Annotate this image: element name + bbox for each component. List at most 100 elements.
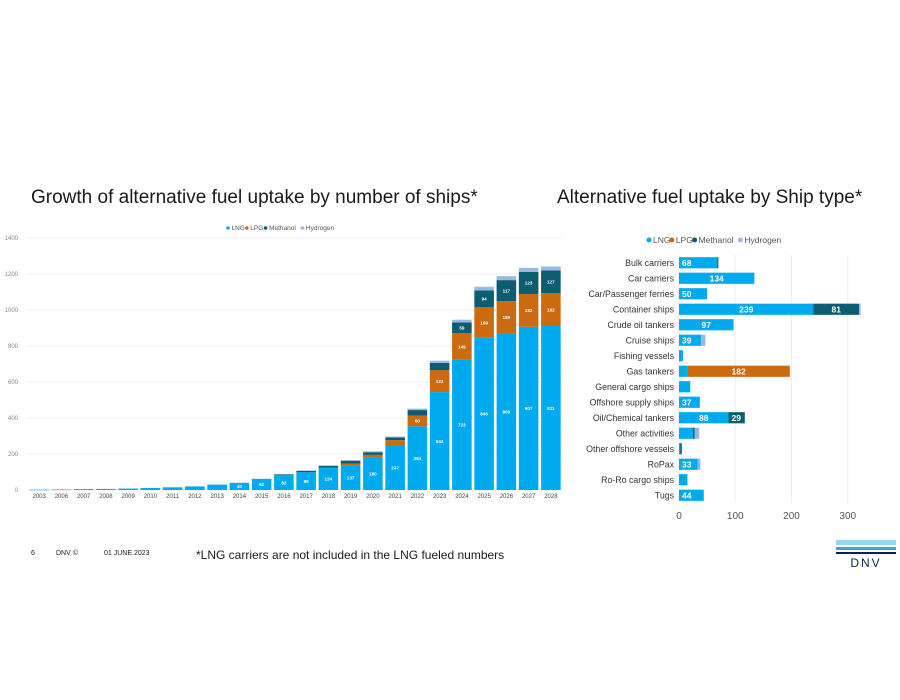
logo-stripe-mid (836, 547, 896, 550)
logo-stripe-dark (836, 552, 896, 554)
category-label-other-activities: Other activities (616, 428, 675, 438)
category-label-gas-tankers: Gas tankers (627, 366, 675, 376)
data-label-lpg-2027: 182 (525, 308, 533, 313)
category-label-tugs: Tugs (655, 490, 675, 500)
bar-lng-ro-ro-cargo-ships (679, 474, 688, 486)
category-label-bulk-carriers: Bulk carriers (625, 258, 674, 268)
bar-methanol-2025 (474, 290, 494, 308)
x-tick-label-2028: 2028 (544, 494, 558, 500)
bar-methanol-bulk-carriers (717, 257, 719, 269)
fuel-growth-chart: 0 200 400 600 800 1000 1200 1400 LNG LPG Methanol H… (5, 225, 562, 500)
bar-hydrogen-other-activities (694, 427, 700, 439)
data-label-lng-2015: 62 (259, 482, 265, 487)
legend-marker-methanol (263, 226, 268, 230)
bar-lng-2019 (340, 465, 361, 490)
y-tick-label-1200: 1200 (5, 272, 19, 278)
data-label-lng-2014: 40 (237, 484, 243, 489)
logo-text: DNV (850, 556, 882, 570)
bar-hydrogen-2027 (518, 267, 539, 272)
page-number: 6 (31, 550, 35, 557)
legend-label-methanol: Methanol (269, 225, 296, 232)
data-label-lng-2017: 99 (304, 479, 310, 484)
bar-hydrogen-2016 (274, 473, 294, 475)
bar-methanol-2021 (385, 437, 405, 441)
x-tick-label-2011: 2011 (166, 494, 180, 500)
data-label-lng-2019: 137 (347, 475, 355, 480)
data-label-methanol-2026: 117 (503, 288, 511, 293)
bar-lng-2025 (474, 337, 494, 490)
category-label-oil-chemical-tankers: Oil/Chemical tankers (593, 413, 675, 423)
bar-lng-2022 (407, 426, 428, 490)
bar-methanol-2017 (296, 470, 316, 473)
y-tick-label-400: 400 (8, 416, 19, 422)
data-label-lng-2018: 124 (325, 477, 333, 482)
category-label-car-carriers: Car carriers (628, 273, 675, 283)
data-label-lng-offshore-supply-ships: 37 (682, 397, 692, 407)
bar-lng-2021 (385, 445, 405, 490)
data-label-lng-car-carriers: 134 (710, 273, 724, 283)
bar-hydrogen-2028 (541, 266, 561, 271)
data-label-lng-crude-oil-tankers: 97 (702, 320, 712, 330)
legend-marker-lng (226, 226, 230, 230)
legend-label-hydrogen: Hydrogen (306, 225, 335, 232)
legend-label-lng: LNG (653, 235, 670, 245)
bar-lng-2020 (363, 457, 383, 490)
bar-lpg-2028 (541, 293, 561, 327)
data-label-lng-container-ships: 239 (739, 304, 753, 314)
x-tick-label-2012: 2012 (188, 494, 202, 500)
bar-methanol-2020 (363, 452, 383, 455)
bar-lng-tugs (679, 489, 704, 501)
legend-label-lng: LNG (232, 225, 245, 232)
x-tick-label-2020: 2020 (366, 494, 380, 500)
x-tick-label-2015: 2015 (255, 494, 269, 500)
footer-date: 01 JUNE 2023 (104, 550, 150, 557)
bar-lpg-gas-tankers (687, 365, 790, 377)
bar-lng-gas-tankers (679, 365, 688, 377)
bar-lng-2003 (29, 489, 49, 491)
legend-label-methanol: Methanol (699, 235, 734, 245)
bar-hydrogen-ropax (697, 458, 701, 470)
x-tick-label-2021: 2021 (388, 494, 402, 500)
x-tick-label-2014: 2014 (233, 494, 247, 500)
y-tick-label-1400: 1400 (5, 236, 19, 242)
x-tick-label-2007: 2007 (77, 494, 91, 500)
legend-marker-hydrogen (300, 226, 305, 230)
bar-lng-oil-chemical-tankers (679, 412, 729, 424)
category-label-fishing-vessels: Fishing vessels (614, 351, 675, 361)
x-tick-label-2008: 2008 (99, 494, 113, 500)
data-label-lpg-2024: 149 (458, 344, 466, 349)
bar-hydrogen-2021 (385, 436, 405, 438)
data-label-lng-cruise-ships: 39 (682, 335, 692, 345)
bar-methanol-2016 (274, 474, 294, 476)
category-label-other-offshore-vessels: Other offshore vessels (586, 444, 674, 454)
data-label-lpg-2028: 182 (547, 307, 555, 312)
legend-label-lpg: LPG (250, 225, 263, 232)
data-label-lpg-2025: 169 (480, 320, 488, 325)
x-tick-label-2006: 2006 (55, 494, 69, 500)
bar-lng-2007 (73, 489, 94, 490)
bar-lng-ropax (679, 458, 698, 470)
bar-lng-2017 (296, 472, 316, 490)
y-tick-label-1000: 1000 (5, 308, 19, 314)
x-tick-label-200: 200 (783, 511, 800, 522)
bar-lng-car-carriers (679, 272, 755, 284)
bar-hydrogen-container-ships (859, 303, 861, 315)
category-label-cruise-ships: Cruise ships (626, 335, 675, 345)
data-label-lpg-2026: 180 (503, 315, 511, 320)
data-label-lpg-gas-tankers: 182 (732, 366, 746, 376)
x-tick-label-2009: 2009 (121, 494, 135, 500)
footer-brand: DNV © (56, 550, 78, 557)
data-label-methanol-2025: 94 (482, 297, 488, 302)
bar-lng-2008 (96, 488, 116, 490)
legend-label-lpg: LPG (676, 235, 693, 245)
y-tick-label-800: 800 (8, 344, 19, 350)
bar-methanol-container-ships (813, 303, 859, 315)
bar-lng-2024 (452, 359, 472, 490)
x-tick-label-2016: 2016 (277, 494, 291, 500)
y-tick-label-600: 600 (8, 380, 19, 386)
bar-methanol-2018 (318, 465, 339, 468)
category-label-container-ships: Container ships (613, 304, 675, 314)
bar-methanol-other-offshore-vessels (680, 443, 682, 455)
data-label-lng-tugs: 44 (682, 490, 692, 500)
bar-methanol-2024 (452, 322, 472, 334)
